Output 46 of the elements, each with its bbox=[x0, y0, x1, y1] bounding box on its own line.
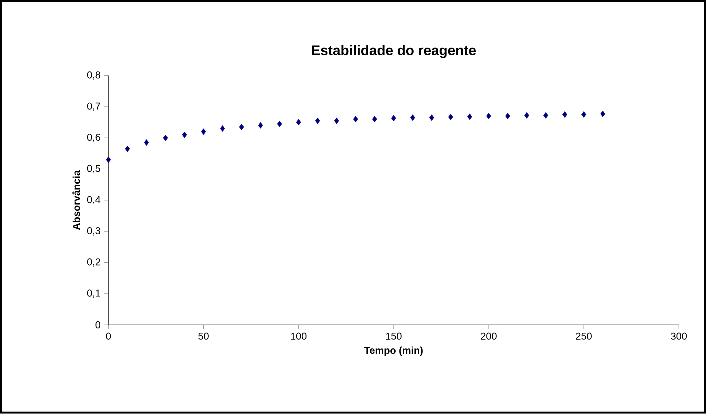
point bbox=[296, 119, 302, 126]
y-tick-label: 0,6 bbox=[87, 134, 100, 142]
x-tick-label: 200 bbox=[481, 332, 497, 340]
point bbox=[277, 120, 282, 128]
point bbox=[562, 112, 568, 118]
x-tick-label: 0 bbox=[106, 332, 112, 340]
y-tick-label: 0,7 bbox=[87, 102, 100, 112]
y-tick-label: 0,4 bbox=[87, 196, 101, 205]
point bbox=[391, 115, 396, 122]
x-tick-label: 150 bbox=[386, 332, 402, 340]
point bbox=[448, 114, 454, 120]
point bbox=[506, 113, 510, 120]
point bbox=[600, 111, 606, 118]
y-axis-title: Absorvância bbox=[72, 170, 80, 230]
point bbox=[163, 134, 168, 142]
point bbox=[201, 128, 206, 136]
point bbox=[429, 114, 434, 122]
point bbox=[239, 124, 244, 130]
point bbox=[258, 122, 264, 129]
x-tick-label: 100 bbox=[291, 332, 307, 340]
y-tick-label: 0,8 bbox=[87, 72, 100, 80]
point bbox=[106, 156, 112, 164]
y-tick-label: 0,3 bbox=[87, 228, 100, 236]
x-tick-label: 250 bbox=[576, 332, 592, 340]
point bbox=[582, 112, 586, 118]
point bbox=[315, 118, 320, 124]
x-axis-title: Tempo (min) bbox=[364, 346, 423, 356]
point bbox=[486, 113, 492, 120]
point bbox=[220, 126, 226, 132]
y-tick-label: 0,1 bbox=[87, 290, 100, 298]
chart-title: Estabilidade do reagente bbox=[312, 45, 476, 58]
point bbox=[334, 118, 340, 124]
point bbox=[468, 114, 472, 120]
point bbox=[410, 114, 416, 122]
x-tick-label: 50 bbox=[198, 332, 209, 340]
point bbox=[372, 116, 378, 123]
y-tick-label: 0 bbox=[96, 322, 101, 329]
point bbox=[144, 140, 150, 146]
point bbox=[524, 112, 530, 119]
point bbox=[182, 132, 188, 138]
point bbox=[353, 116, 358, 123]
point bbox=[125, 146, 130, 152]
point bbox=[544, 112, 548, 119]
y-tick-label: 0,5 bbox=[87, 165, 100, 174]
y-tick-label: 0,2 bbox=[87, 258, 100, 267]
x-tick-label: 300 bbox=[671, 332, 688, 340]
